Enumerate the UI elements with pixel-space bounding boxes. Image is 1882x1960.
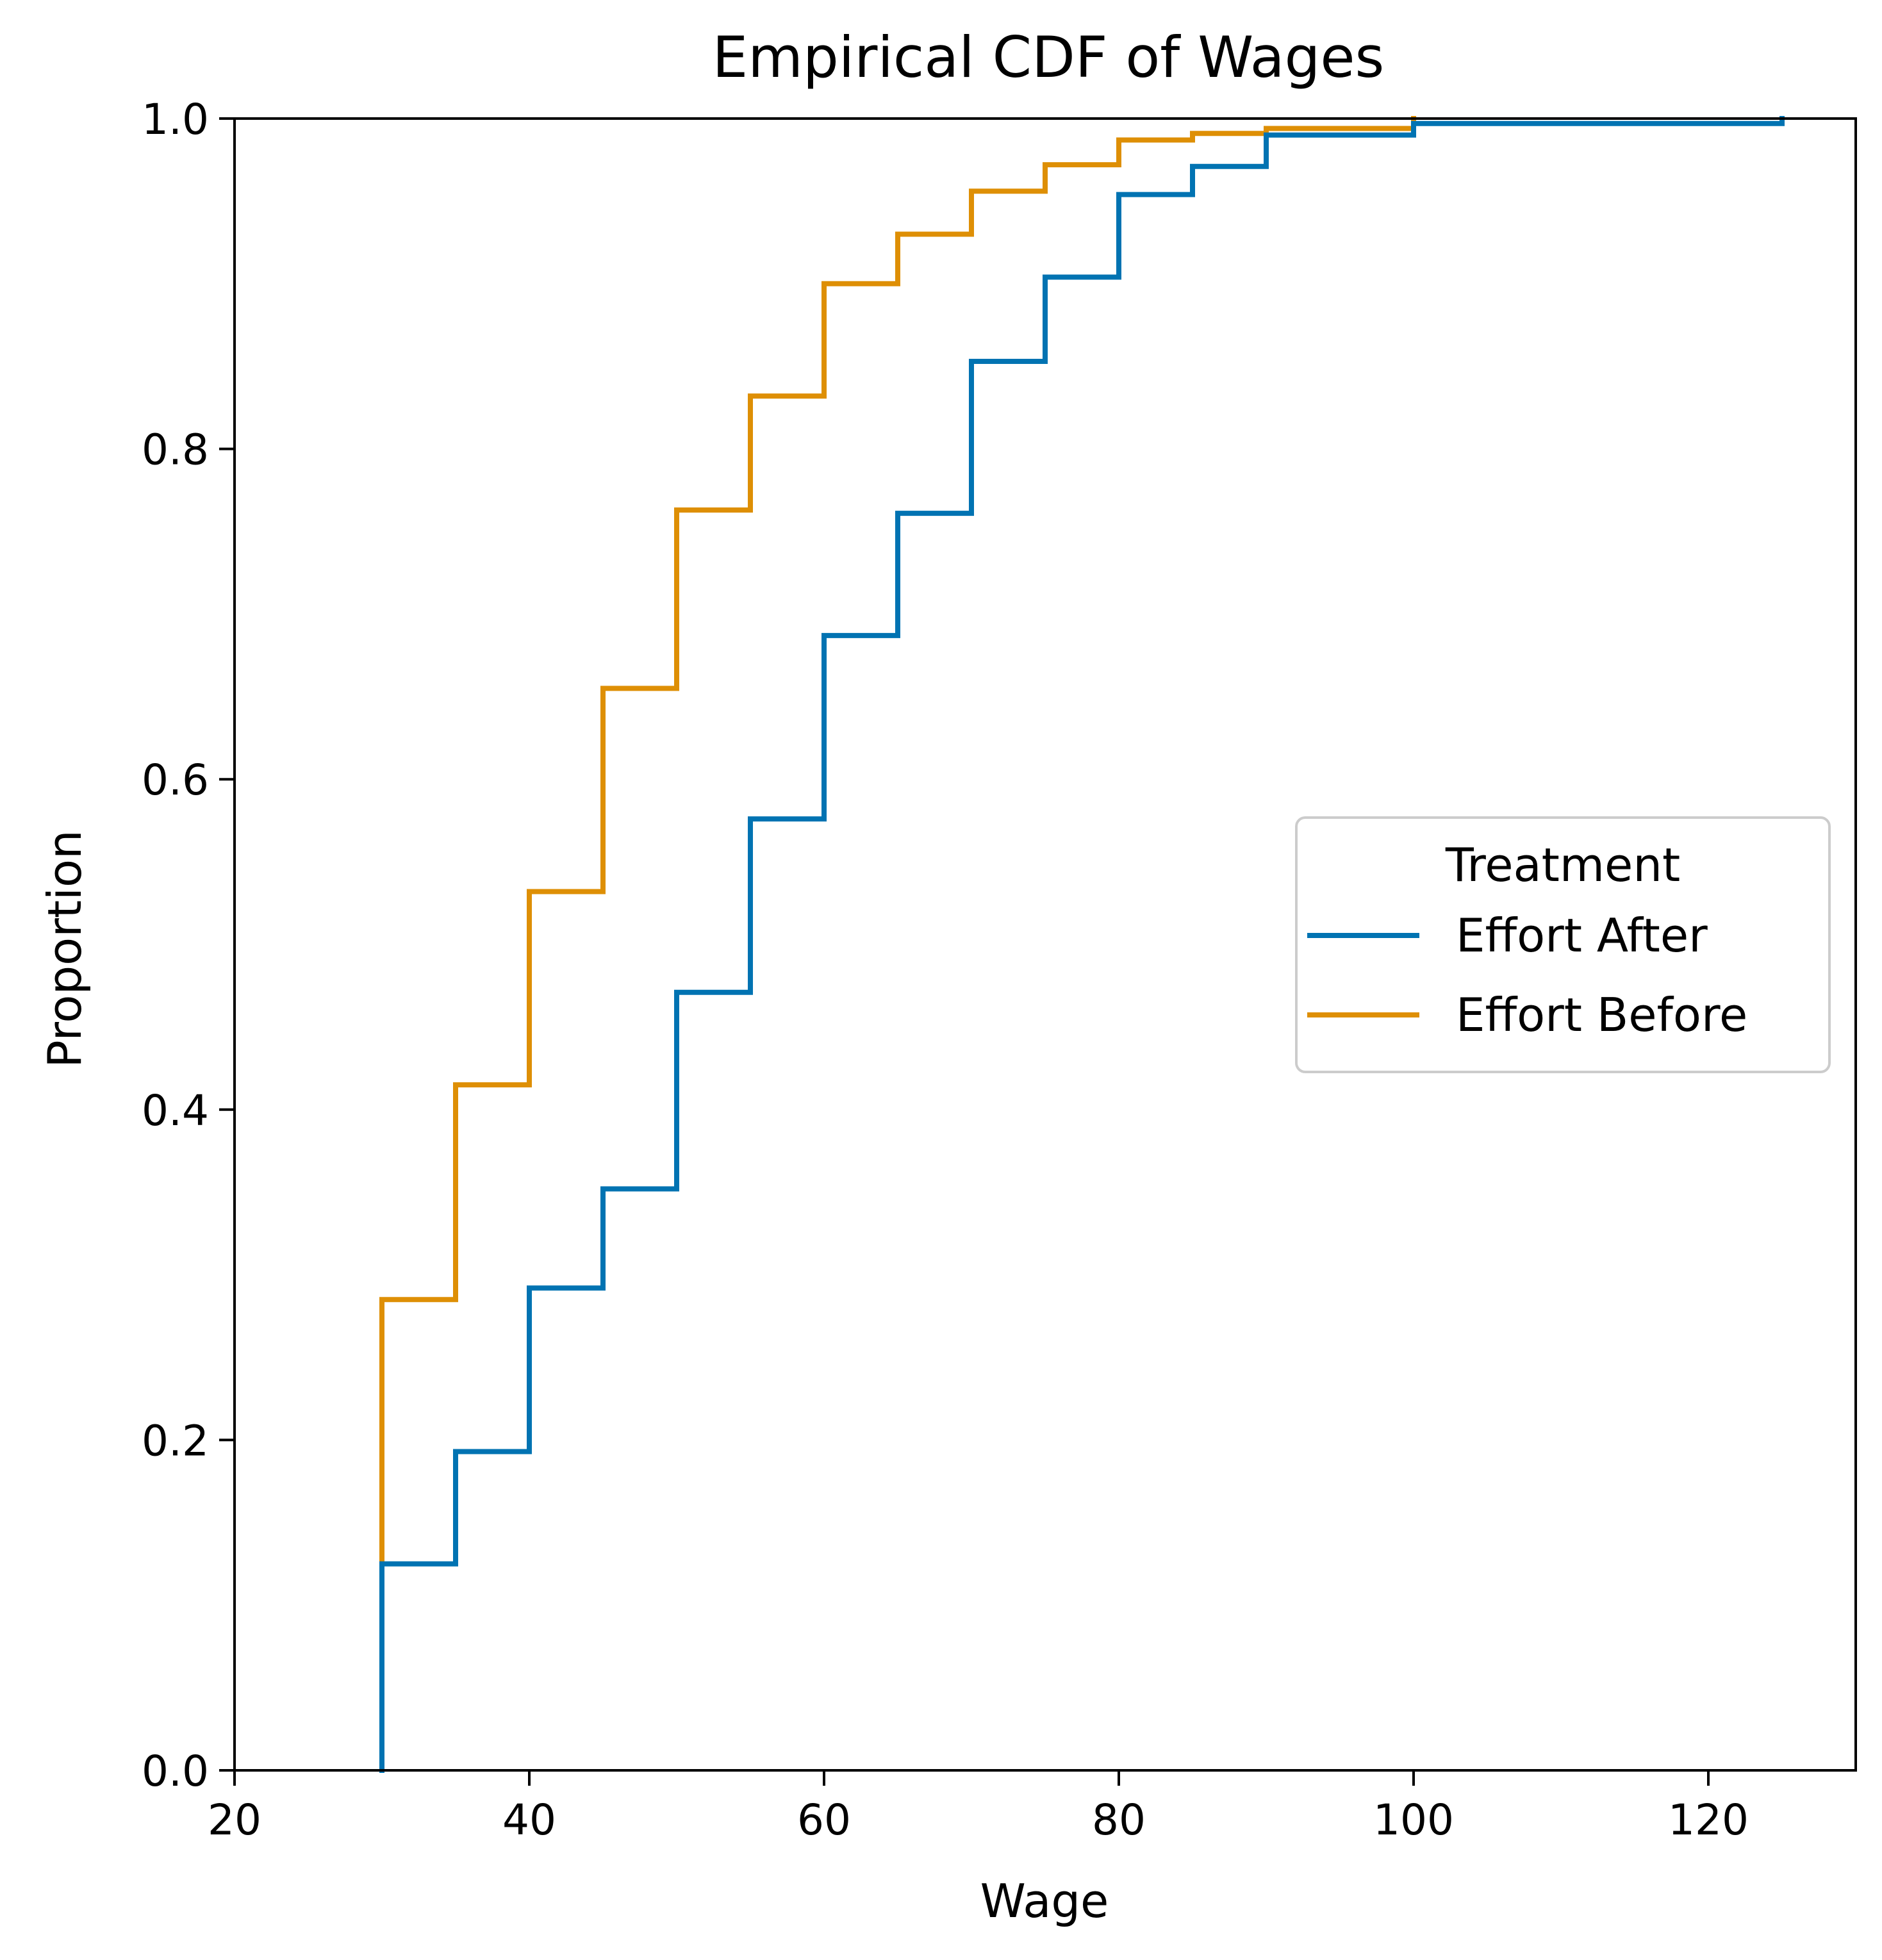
y-axis: 0.0 0.2 0.4 0.6 0.8 1.0 <box>142 95 235 1796</box>
legend-label: Effort After <box>1456 909 1708 962</box>
x-axis: 20 40 60 80 100 120 <box>208 1770 1749 1845</box>
legend: Treatment Effort After Effort Before <box>1295 816 1831 1073</box>
series-line-effort-after <box>379 116 1785 1773</box>
x-tick-label: 40 <box>502 1795 556 1845</box>
legend-title: Treatment <box>1445 838 1680 892</box>
x-tick-label: 20 <box>208 1795 261 1845</box>
x-tick-label: 60 <box>797 1795 851 1845</box>
plot-area <box>379 116 1785 1773</box>
plot-frame <box>233 117 1857 1772</box>
y-tick-label: 0.4 <box>142 1086 209 1135</box>
x-axis-label: Wage <box>980 1874 1109 1928</box>
x-tick-label: 80 <box>1092 1795 1146 1845</box>
y-tick-label: 0.6 <box>142 755 209 805</box>
y-tick-label: 0.0 <box>142 1747 209 1796</box>
chart-title: Empirical CDF of Wages <box>713 24 1385 90</box>
x-tick-label: 100 <box>1373 1795 1454 1845</box>
series-line-effort-before <box>379 116 1416 1773</box>
x-tick-label: 120 <box>1668 1795 1749 1845</box>
legend-label: Effort Before <box>1456 988 1747 1042</box>
legend-box <box>1295 816 1831 1073</box>
y-axis-label: Proportion <box>38 830 92 1068</box>
y-tick-label: 0.8 <box>142 425 209 475</box>
y-tick-label: 1.0 <box>142 95 209 144</box>
y-tick-label: 0.2 <box>142 1416 209 1465</box>
